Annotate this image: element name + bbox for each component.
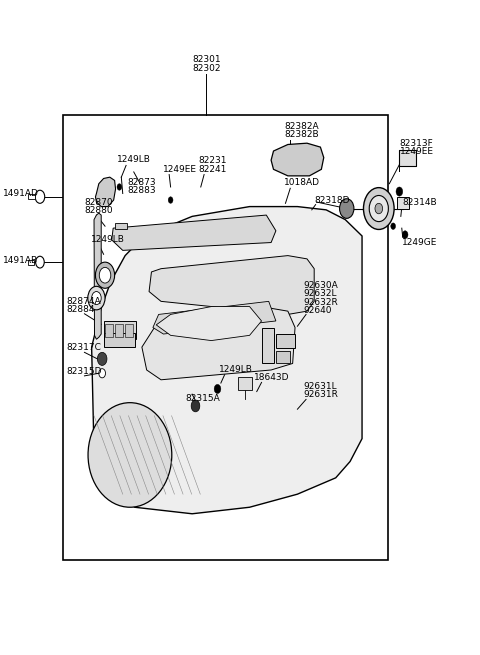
Circle shape <box>99 267 111 283</box>
Bar <box>104 333 135 347</box>
Polygon shape <box>96 177 116 206</box>
Text: 1249EE: 1249EE <box>400 147 434 156</box>
Text: 82382B: 82382B <box>284 130 319 139</box>
Text: 92632L: 92632L <box>303 289 336 298</box>
Circle shape <box>402 231 408 238</box>
Text: 82874A: 82874A <box>67 297 101 306</box>
Bar <box>28 194 35 199</box>
Text: 82301: 82301 <box>192 55 221 64</box>
Bar <box>276 334 295 348</box>
Text: 82241: 82241 <box>198 165 227 174</box>
Circle shape <box>369 195 388 221</box>
Text: 82318D: 82318D <box>314 196 350 204</box>
Circle shape <box>99 369 106 378</box>
Circle shape <box>117 183 122 190</box>
Text: 1249LB: 1249LB <box>117 155 151 164</box>
Circle shape <box>375 203 383 214</box>
Text: 1018AD: 1018AD <box>284 178 320 187</box>
Circle shape <box>88 286 105 310</box>
Circle shape <box>391 223 396 229</box>
Text: 1491AB: 1491AB <box>3 256 38 265</box>
Text: 1249GE: 1249GE <box>402 238 437 247</box>
Text: 92632R: 92632R <box>303 297 338 307</box>
Circle shape <box>96 262 115 288</box>
Circle shape <box>396 187 403 196</box>
Polygon shape <box>156 307 262 341</box>
Text: 82302: 82302 <box>192 64 221 73</box>
Bar <box>262 328 274 364</box>
Text: 92640: 92640 <box>303 306 332 315</box>
Polygon shape <box>94 213 101 339</box>
Polygon shape <box>92 206 362 514</box>
Text: 82382A: 82382A <box>284 122 319 131</box>
Bar <box>104 321 136 339</box>
Text: 82880: 82880 <box>84 206 113 215</box>
Text: 82315D: 82315D <box>67 367 102 377</box>
Polygon shape <box>112 215 276 250</box>
Text: 1249LB: 1249LB <box>91 235 124 244</box>
Text: 82231: 82231 <box>198 157 227 165</box>
Bar <box>63 115 388 559</box>
Bar <box>105 324 113 337</box>
Bar <box>115 324 123 337</box>
Bar <box>276 351 290 363</box>
Bar <box>238 377 252 390</box>
Bar <box>125 324 133 337</box>
Circle shape <box>168 196 173 203</box>
Circle shape <box>97 352 107 365</box>
Bar <box>115 223 127 229</box>
Polygon shape <box>149 255 314 314</box>
Text: 82883: 82883 <box>128 187 156 195</box>
Circle shape <box>35 190 45 203</box>
Text: 82315A: 82315A <box>185 394 220 403</box>
Text: 82884: 82884 <box>67 305 95 314</box>
Polygon shape <box>271 143 324 176</box>
Polygon shape <box>142 308 295 380</box>
Bar <box>28 259 34 265</box>
Text: 82317C: 82317C <box>67 343 102 352</box>
Circle shape <box>339 198 354 218</box>
Text: 92630A: 92630A <box>303 280 338 290</box>
Text: 82314B: 82314B <box>403 198 437 206</box>
Ellipse shape <box>88 403 172 507</box>
Text: 18643D: 18643D <box>254 373 290 383</box>
Text: 1491AD: 1491AD <box>3 189 39 198</box>
Circle shape <box>363 187 394 229</box>
Text: 1249LB: 1249LB <box>218 365 252 374</box>
Text: 1249EE: 1249EE <box>163 165 197 174</box>
Text: 92631R: 92631R <box>303 390 338 400</box>
Circle shape <box>36 256 44 268</box>
Text: 82870: 82870 <box>84 198 113 206</box>
Bar <box>397 196 409 208</box>
Polygon shape <box>153 301 276 334</box>
Bar <box>399 150 416 166</box>
Text: 82873: 82873 <box>128 178 156 187</box>
Text: 92631L: 92631L <box>303 382 337 391</box>
Circle shape <box>92 291 101 305</box>
Text: 82313F: 82313F <box>400 139 433 147</box>
Circle shape <box>191 400 200 412</box>
Circle shape <box>214 384 221 394</box>
